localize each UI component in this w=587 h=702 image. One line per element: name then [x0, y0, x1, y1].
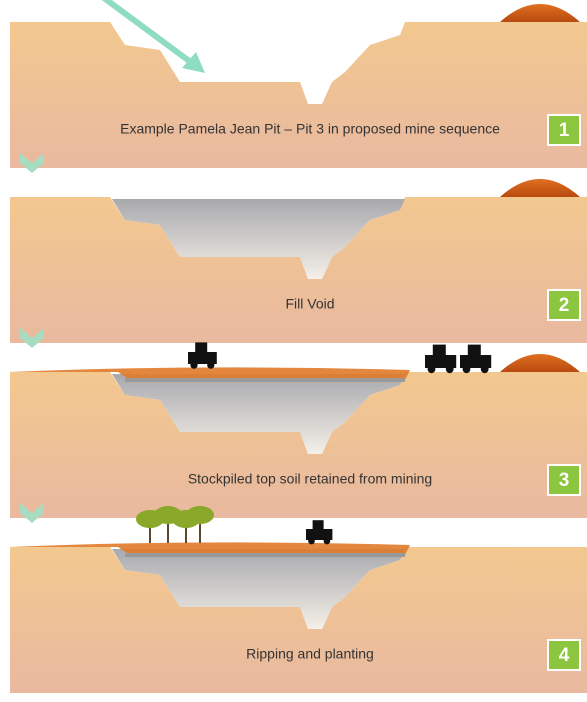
panel-number-box	[547, 639, 581, 671]
machine-wheel	[190, 361, 198, 369]
machine-cab	[432, 344, 446, 355]
machine-wheel	[480, 365, 489, 374]
step-chevron	[20, 503, 44, 523]
ground	[10, 22, 587, 168]
stockpile-mound	[500, 4, 580, 22]
fill-void	[112, 374, 405, 454]
panel-number: 1	[559, 120, 570, 141]
step-chevron	[20, 153, 44, 173]
panels: Example Pamela Jean Pit – Pit 3 in propo…	[10, 0, 587, 693]
stockpile-mound	[500, 179, 580, 197]
panel-number-box	[547, 289, 581, 321]
machine-wheel	[445, 365, 454, 374]
machine-body	[460, 355, 492, 368]
topsoil-layer	[10, 367, 410, 380]
machine-wheel	[308, 537, 315, 545]
ground	[10, 372, 587, 518]
tree-crown	[186, 506, 214, 524]
panel-number-box	[547, 114, 581, 146]
machine-wheel	[427, 365, 436, 374]
fill-void	[112, 549, 405, 629]
machine-body	[306, 529, 333, 540]
fill-void	[112, 199, 405, 279]
topsoil-band	[125, 378, 405, 382]
arrow-head	[182, 52, 205, 73]
topsoil-band	[125, 553, 405, 557]
machine-body	[425, 355, 457, 368]
stockpile-mound	[500, 354, 580, 372]
arrow-shaft	[101, 0, 198, 69]
panel-number: 4	[559, 645, 570, 666]
topsoil-layer	[10, 542, 410, 555]
step-chevron	[20, 328, 44, 348]
panel: Ripping and planting 4	[10, 503, 587, 693]
panel: Example Pamela Jean Pit – Pit 3 in propo…	[10, 0, 587, 168]
panel: Fill Void 2	[10, 153, 587, 343]
panel-number: 2	[559, 295, 570, 316]
panel-caption: Example Pamela Jean Pit – Pit 3 in propo…	[120, 121, 500, 137]
machine-wheel	[462, 365, 471, 374]
panel-number-box	[547, 464, 581, 496]
machine-body	[188, 352, 217, 364]
machine-wheel	[207, 361, 215, 369]
ground	[10, 197, 587, 343]
panel-caption: Stockpiled top soil retained from mining	[188, 471, 432, 487]
ground	[10, 547, 587, 693]
panel: Stockpiled top soil retained from mining…	[10, 328, 587, 518]
machine-cab	[312, 520, 324, 529]
machine-cab	[467, 344, 481, 355]
panel-caption: Ripping and planting	[246, 646, 374, 662]
panel-caption: Fill Void	[285, 296, 334, 312]
panel-number: 3	[559, 470, 570, 491]
machine-cab	[195, 342, 208, 352]
machine-wheel	[323, 537, 331, 545]
